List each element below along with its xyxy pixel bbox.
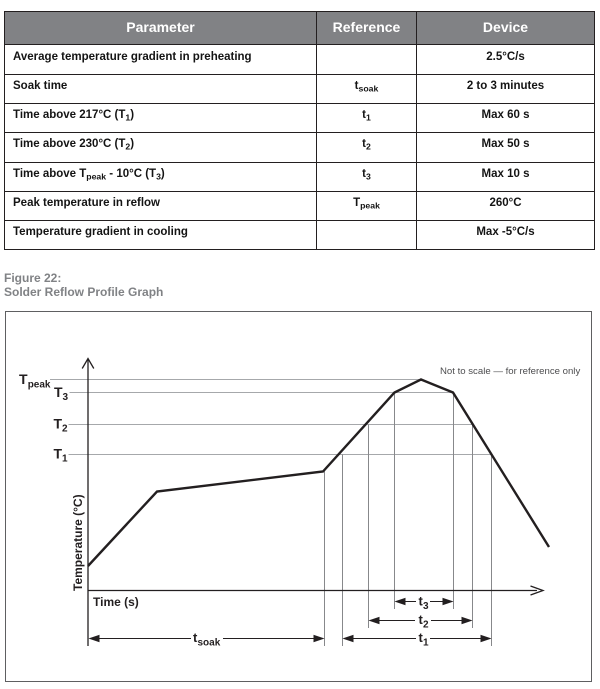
svg-text:Time (s): Time (s) [93, 595, 139, 609]
svg-text:t: t [419, 612, 424, 627]
svg-text:3: 3 [423, 601, 429, 612]
svg-text:t: t [193, 630, 198, 645]
svg-text:Temperature (°C): Temperature (°C) [71, 494, 85, 591]
svg-text:T: T [54, 384, 63, 400]
svg-text:1: 1 [62, 454, 68, 465]
svg-text:peak: peak [28, 380, 51, 391]
svg-text:1: 1 [423, 638, 429, 649]
svg-text:Not to scale — for reference o: Not to scale — for reference only [440, 366, 580, 377]
svg-text:T: T [54, 416, 63, 432]
svg-text:T: T [19, 371, 28, 387]
svg-text:2: 2 [423, 620, 429, 631]
svg-text:soak: soak [198, 638, 221, 649]
svg-text:t: t [419, 594, 424, 609]
svg-text:t: t [419, 630, 424, 645]
svg-text:2: 2 [62, 424, 68, 435]
svg-text:T: T [54, 446, 63, 462]
svg-text:3: 3 [63, 392, 69, 403]
